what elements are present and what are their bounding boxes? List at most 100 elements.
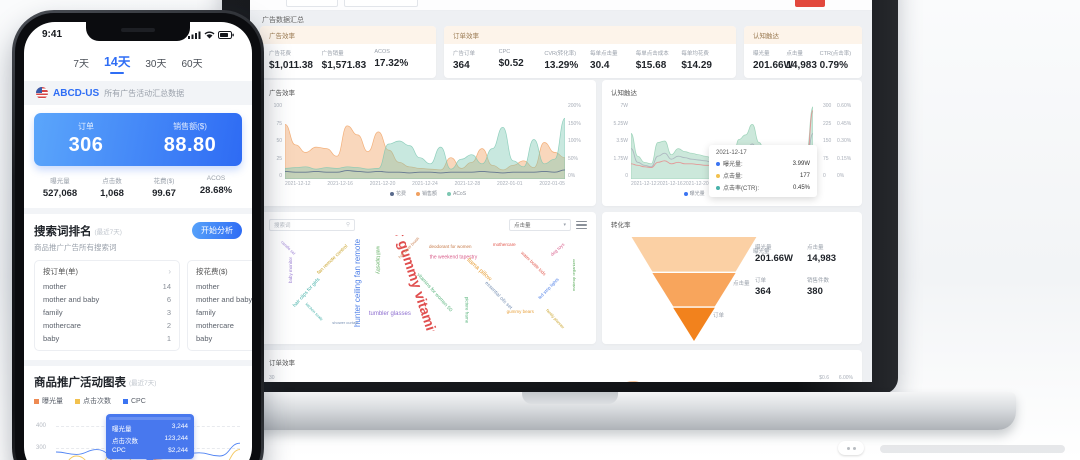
legend-item[interactable]: CPC — [123, 398, 146, 405]
metric-value: 17.32% — [374, 58, 409, 69]
metric-label: 每单均花费 — [681, 51, 709, 57]
cloud-word[interactable]: led strip lights — [536, 276, 560, 300]
start-analysis-button[interactable]: 开始分析 — [192, 222, 242, 239]
funnel-stat: 销售件数 380 — [807, 276, 851, 297]
summary-metric: 每单均花费 $14.29 — [681, 49, 727, 71]
stat-value: 28.68% — [199, 185, 233, 196]
cloud-word[interactable]: essential oils set — [483, 280, 514, 312]
laptop-bezel: 广告数据汇总 广告效率 广告花费 $1,011.38 广告销量 $1,571.83 ACO… — [222, 0, 898, 394]
rank-row[interactable]: mothercare — [196, 319, 252, 332]
cloud-word[interactable]: hunter ceiling fan remote — [353, 238, 363, 328]
stat-value: 1,068 — [100, 188, 124, 199]
kpi-stat: 花费($) 99.67 — [138, 175, 190, 199]
rank-row[interactable]: mothercare 2 — [43, 319, 171, 332]
legend-dot — [389, 191, 394, 196]
topbar-filter-pill[interactable] — [286, 0, 338, 7]
cloud-word[interactable]: tumbler glasses — [368, 310, 411, 317]
cloud-word[interactable]: baby monitor — [288, 256, 293, 283]
y-axis-right-count: 300 225 150 75 0 — [823, 103, 835, 179]
tooltip-value: 3,244 — [171, 423, 188, 430]
tab-30天[interactable]: 30天 — [145, 59, 167, 70]
summary-card-title: 广告效率 — [260, 26, 436, 44]
section-divider — [24, 360, 252, 366]
search-term-input[interactable]: 搜索词 ⚲ — [269, 219, 355, 231]
term: mother — [43, 282, 67, 291]
axis-tick: 0 — [625, 173, 628, 179]
search-rank-section: 搜索词排名 (最近7天) 开始分析 商品推广广告所有搜索词 按订单(单) › mot… — [24, 214, 252, 351]
cloud-word[interactable]: water bottle kids — [520, 250, 547, 277]
term: mothercare — [43, 321, 81, 330]
tab-7天[interactable]: 7天 — [73, 59, 89, 70]
cloud-word[interactable]: shower curtain — [332, 320, 359, 326]
rank-row[interactable]: family — [196, 306, 252, 319]
sales-value: 88.80 — [163, 134, 217, 156]
legend-item[interactable]: 曝光量 — [683, 190, 705, 197]
account-banner[interactable]: ABCD-US 所有广告活动汇总数据 — [24, 81, 252, 105]
section-subtitle: 商品推广广告所有搜索词 — [34, 243, 117, 252]
cloud-word[interactable]: the weekend tapestry — [429, 254, 478, 261]
rank-row[interactable]: mother and baby — [196, 293, 252, 306]
tooltip-value: 123,244 — [164, 435, 189, 442]
summary-metric: 点击量 14,983 — [786, 49, 819, 71]
axis-tick: 225 — [823, 120, 832, 127]
legend-label: ACoS — [452, 190, 467, 197]
legend-item[interactable]: 曝光量 — [34, 396, 63, 406]
kpi-stat: ACOS 28.68% — [190, 175, 242, 199]
legend-item[interactable]: ACoS — [446, 190, 467, 197]
x-tick: 2021-12-12 — [631, 181, 657, 187]
metric-value: $14.29 — [681, 60, 712, 71]
legend-item[interactable]: 花费 — [389, 190, 406, 197]
list-view-icon[interactable] — [576, 220, 587, 230]
section-range: (最近7天) — [94, 228, 122, 236]
cloud-word[interactable]: kitchen scale — [304, 301, 324, 322]
stat-label: 曝光量 — [755, 245, 772, 251]
search-term-cloud-panel: 搜索词 ⚲ 点击量 ▾ hair gummy vitamins hunter ce… — [260, 212, 596, 344]
legend-item[interactable]: 销售额 — [415, 190, 437, 197]
rank-row[interactable]: baby 1 — [43, 332, 171, 345]
topbar-daterange-pill[interactable] — [344, 0, 418, 7]
summary-metric: 广告订单 364 — [453, 49, 499, 71]
y-axis-right-ctr: 0.60% 0.45% 0.30% 0.15% 0% — [837, 103, 855, 179]
metric-select[interactable]: 点击量 ▾ — [509, 219, 571, 231]
cloud-word[interactable]: mothercare — [492, 241, 516, 247]
phone-notch — [86, 22, 190, 41]
rank-row[interactable]: mother — [196, 280, 252, 293]
legend-label: 销售额 — [421, 191, 437, 197]
legend-swatch — [123, 398, 128, 404]
cloud-word[interactable]: llama pillow — [465, 256, 493, 283]
cloud-word[interactable]: gummy bears — [506, 308, 534, 314]
rank-card[interactable]: 按订单(单) › mother 14 mother and baby 6 family 3 mo… — [34, 260, 180, 351]
signal-icon — [188, 31, 201, 39]
topbar-primary-button[interactable] — [795, 0, 825, 7]
cloud-word[interactable]: picture frame — [464, 296, 470, 324]
cloud-word[interactable]: fan remote control — [315, 243, 349, 276]
cloud-word[interactable]: deodorant for women — [428, 243, 472, 249]
stat-value: 380 — [807, 286, 823, 297]
axis-tick: 300 — [823, 103, 832, 109]
stat-label: ACOS — [206, 175, 226, 182]
tab-60天[interactable]: 60天 — [181, 59, 203, 70]
rank-row[interactable]: baby — [196, 332, 252, 345]
legend-item[interactable]: 点击次数 — [75, 396, 111, 406]
metric-value: 0.79% — [819, 60, 849, 71]
rank-row[interactable]: mother 14 — [43, 280, 171, 293]
cloud-word[interactable]: dog toys — [549, 242, 566, 258]
term-value: 3 — [166, 308, 171, 317]
funnel-stat: 订单 364 — [755, 276, 799, 297]
tooltip-row: 点击率(CTR): 0.45% — [716, 183, 810, 192]
funnel-stat: 点击量 14,983 — [807, 243, 851, 264]
axis-tick: 7W — [620, 103, 629, 109]
cloud-word[interactable]: candle set — [280, 239, 297, 257]
x-tick: 2021-12-16 — [657, 181, 683, 187]
stat-label: 点击数 — [102, 178, 122, 185]
rank-row[interactable]: family 3 — [43, 306, 171, 319]
cloud-word[interactable]: makeup organizer — [571, 259, 577, 292]
rank-row[interactable]: mother and baby 6 — [43, 293, 171, 306]
cloud-word[interactable]: wall tapestry — [374, 246, 381, 274]
tab-14天[interactable]: 14天 — [104, 51, 130, 74]
cloud-word[interactable]: family planner — [545, 308, 566, 331]
legend-swatch — [34, 398, 39, 404]
